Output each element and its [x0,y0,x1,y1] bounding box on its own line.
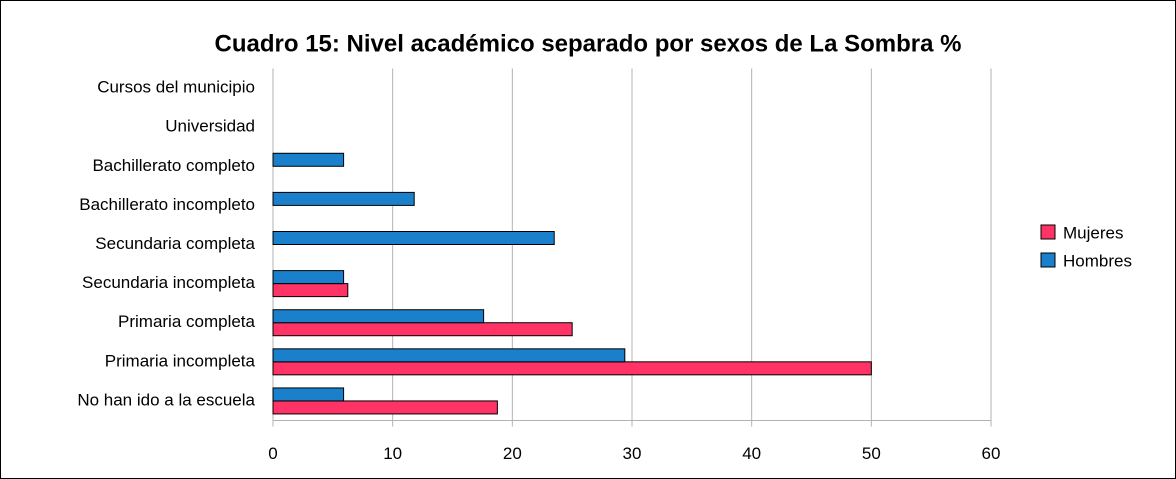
y-tick-label: Secundaria incompleta [82,273,255,292]
y-tick-label: Bachillerato incompleto [79,195,255,214]
y-tick-label: Secundaria completa [95,234,255,253]
x-tick-label: 50 [862,444,881,463]
y-tick-label: Cursos del municipio [97,78,255,97]
x-tick-label: 0 [268,444,277,463]
y-tick-label: Primaria incompleta [105,351,256,370]
y-tick-label: Bachillerato completo [92,156,255,175]
bar [272,387,345,402]
x-tick-label: 10 [383,444,402,463]
legend-swatch [1040,224,1056,240]
y-tick-label: No han ido a la escuela [77,390,255,409]
legend-swatch [1040,252,1056,268]
legend-label: Mujeres [1063,223,1123,242]
bar [272,322,573,337]
chart-title: Cuadro 15: Nivel académico separado por … [215,30,962,57]
bar [272,361,872,376]
bar [272,283,349,298]
bar [272,348,626,363]
bar [272,191,415,206]
bar [272,152,345,167]
bar [272,309,485,324]
x-tick-label: 30 [623,444,642,463]
y-tick-label: Universidad [165,117,255,136]
bar [272,400,498,415]
bar [272,270,345,285]
bar [272,231,555,245]
x-tick-label: 20 [503,444,522,463]
legend-label: Hombres [1063,251,1132,270]
x-tick-label: 60 [982,444,1001,463]
x-tick-label: 40 [742,444,761,463]
y-tick-label: Primaria completa [118,312,256,331]
